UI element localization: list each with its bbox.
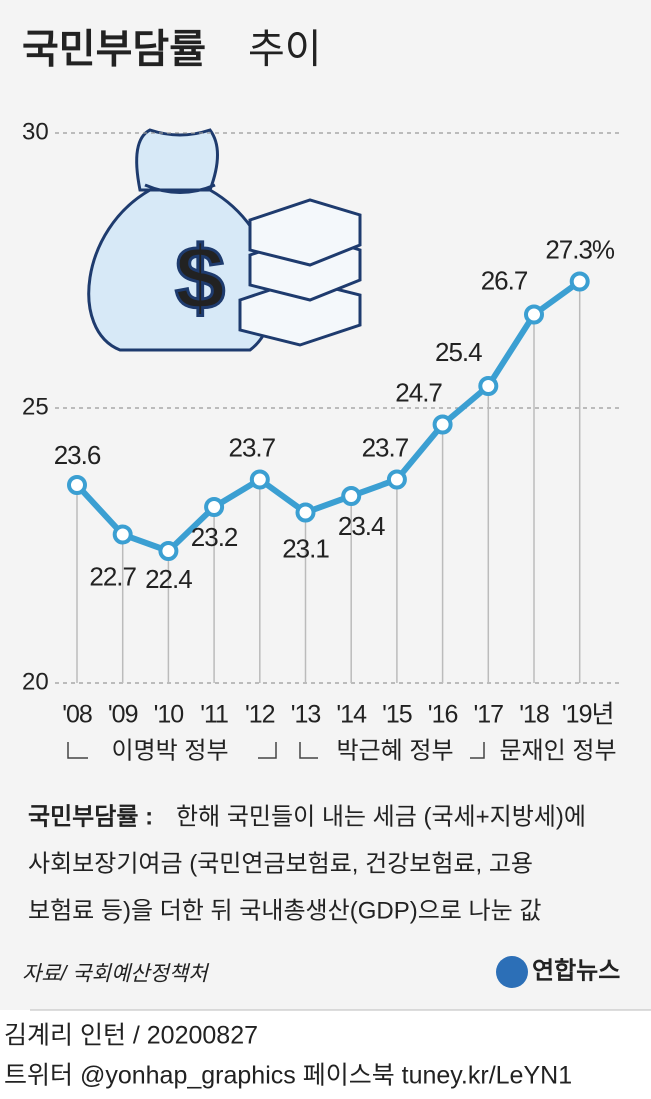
- dollar-sign: $: [175, 229, 225, 329]
- x-tick-label: '15: [382, 701, 412, 729]
- note-line: 보험료 등)을 더한 뒤 국내총생산(GDP)으로 나눈 값: [28, 897, 541, 924]
- value-label: 23.7: [228, 432, 275, 462]
- point: [158, 541, 179, 561]
- value-label: 23.1: [282, 533, 329, 563]
- value-label: 25.4: [435, 337, 482, 367]
- value-label: 26.7: [481, 265, 528, 295]
- point: [478, 376, 499, 396]
- x-tick-label: '11: [200, 701, 228, 729]
- y-tick-label: 30: [22, 118, 49, 145]
- value-label: 23.2: [191, 522, 238, 552]
- chart-title: 국민부담률: [22, 28, 206, 72]
- x-tick-label: '10: [154, 701, 184, 729]
- source: 자료/ 국회예산정책처: [22, 963, 210, 986]
- point: [386, 469, 407, 490]
- point: [341, 486, 362, 506]
- value-label: 27.3%: [545, 234, 615, 264]
- value-label: 22.4: [145, 564, 192, 594]
- money-illustration: $: [87, 128, 362, 352]
- y-tick-label: 20: [22, 668, 49, 695]
- logo-mark: [496, 956, 528, 988]
- period-bracket: [258, 742, 277, 759]
- note-line: 한해 국민들이 내는 세금 (국세+지방세)에: [176, 803, 586, 830]
- period-label: 이명박 정부: [111, 737, 228, 764]
- period-bracket: [299, 742, 318, 759]
- x-tick-label: '17: [474, 701, 504, 729]
- value-label: 23.6: [54, 440, 101, 470]
- period-bracket: [470, 742, 485, 759]
- value-label: 22.7: [89, 561, 136, 591]
- footer-line: 김계리 인턴 / 20200827: [4, 1022, 258, 1050]
- point: [295, 502, 316, 523]
- point: [524, 304, 544, 325]
- x-tick-label: '13: [291, 701, 321, 729]
- x-tick-label: '14: [336, 701, 367, 729]
- note-line: 사회보장기여금 (국민연금보험료, 건강보험료, 고용: [28, 850, 533, 877]
- point: [112, 524, 133, 545]
- period-label: 문재인 정부: [499, 737, 616, 764]
- footer-line: 트위터 @yonhap_graphics 페이스북 tuney.kr/LeYN1: [4, 1062, 572, 1090]
- chart-title-suffix: 추이: [248, 28, 322, 72]
- period-bracket: [67, 742, 88, 759]
- point: [569, 271, 590, 292]
- x-tick-label: '09: [108, 701, 138, 729]
- value-label: 23.4: [338, 511, 385, 541]
- point: [204, 497, 225, 517]
- logo: 연합뉴스: [532, 957, 620, 984]
- x-tick-label: '18: [519, 701, 549, 729]
- x-tick-label: '16: [428, 701, 458, 729]
- value-label: 24.7: [395, 377, 442, 407]
- x-tick-label: '19년: [562, 701, 614, 729]
- value-label: 23.7: [362, 432, 409, 462]
- point: [67, 475, 87, 495]
- point: [432, 414, 453, 435]
- point: [249, 469, 270, 490]
- period-label: 박근혜 정부: [336, 737, 453, 764]
- x-tick-label: '08: [62, 701, 92, 729]
- note-term: 국민부담률 :: [28, 803, 153, 830]
- x-tick-label: '12: [245, 701, 275, 729]
- y-tick-label: 25: [22, 393, 49, 420]
